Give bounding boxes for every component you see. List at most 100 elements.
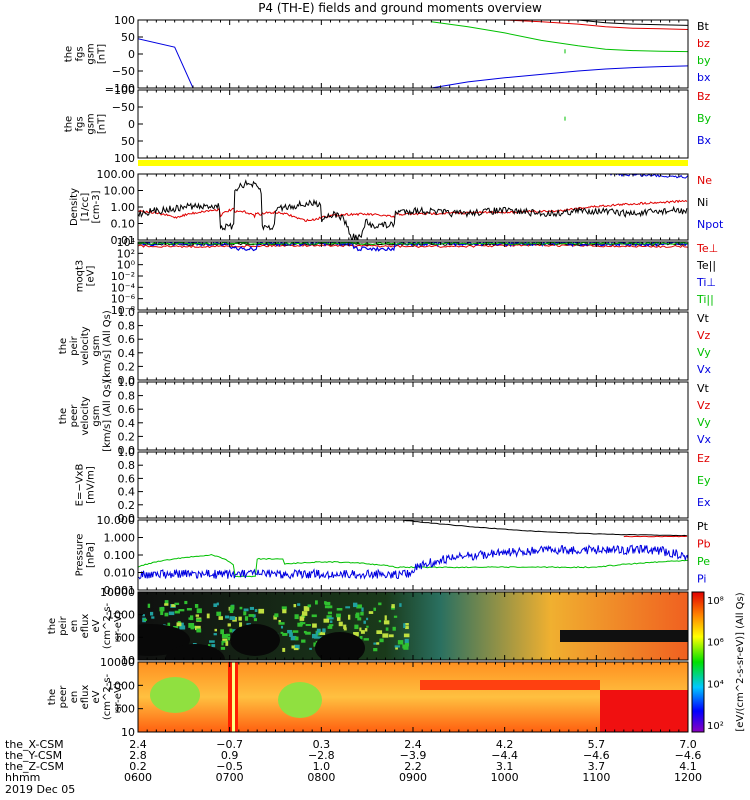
spectrogram-cell (405, 626, 409, 630)
spectrogram-cell (297, 603, 301, 606)
spectrogram-cell (329, 620, 333, 623)
series-line-pi (138, 544, 688, 580)
ephemeris-row-label: hhmm (5, 771, 40, 784)
y-tick-label: 0.2 (118, 430, 136, 443)
y-axis-label: [km/s] (All Qs) (102, 310, 113, 382)
spectrogram-cell (347, 614, 351, 620)
ephemeris-value: 4.1 (679, 760, 697, 773)
panel-frame (137, 241, 689, 311)
spectrogram-cell (273, 615, 277, 620)
spectrogram-cell (376, 642, 380, 645)
spectrogram-cell (368, 611, 374, 614)
y-tick-label: 1000 (107, 609, 135, 622)
legend-npot: Npot (697, 218, 724, 231)
legend-vz: Vz (697, 399, 711, 412)
legend-by: by (697, 54, 711, 67)
panel-fgs: 100 50 0 −50 −100 the fgs gsm [nT] Bt bz by bx (64, 14, 711, 95)
legend-ni: Ni (697, 196, 708, 209)
spectrogram-cell (295, 636, 299, 641)
y-axis-label: eV (91, 619, 102, 632)
colorbar-tick-label: 10⁸ (707, 596, 724, 607)
y-axis-label: eflux (80, 685, 91, 710)
spectrogram-cell (243, 608, 249, 612)
plot-area (138, 20, 688, 88)
series-line-pb (623, 535, 688, 538)
spectrogram-cell (301, 622, 306, 625)
y-tick-label: 10⁻² (111, 270, 135, 283)
spectrogram-cell (376, 630, 383, 635)
spectrogram-cell (282, 647, 286, 652)
spectrogram-cell (246, 623, 252, 626)
ephemeris-row-label: the_Y-CSM (5, 749, 62, 762)
spectrogram-cell (395, 645, 398, 650)
ephemeris-table: the_X-CSM 2.4 −0.7 0.3 2.4 4.2 5.7 7.0 the_Y-CSM… (5, 738, 702, 796)
spectrogram-cell (327, 611, 333, 615)
spectrogram-cell (324, 601, 331, 606)
legend-vz: Vz (697, 329, 711, 342)
y-tick-label: 0.4 (118, 486, 136, 499)
spectrogram-cell (248, 614, 255, 617)
spectrogram-cell (356, 604, 362, 609)
y-axis-label: peer (58, 685, 69, 709)
legend-vt: Vt (697, 312, 710, 325)
spectrogram-cell (180, 622, 184, 628)
spectrogram-cell (327, 605, 333, 609)
spectrogram-cell (309, 647, 312, 650)
ephemeris-value: −0.5 (216, 760, 243, 773)
spectrogram-cell (316, 628, 321, 633)
spectrogram-cell (196, 608, 202, 614)
series-line-npot (607, 174, 688, 179)
spectrogram-cell (384, 615, 387, 621)
y-tick-label: 0.6 (118, 403, 136, 416)
spectrogram-cell (393, 615, 398, 618)
spectrogram-cell (311, 614, 317, 618)
spectrogram-cell (359, 627, 362, 632)
ephemeris-value: 7.0 (679, 738, 697, 751)
y-axis-label: [km/s] (All Qs) (102, 380, 113, 452)
figure-title: P4 (TH-E) fields and ground moments over… (258, 1, 542, 15)
ephemeris-value: 2.4 (129, 738, 147, 751)
spectrogram-cell (222, 639, 229, 643)
y-axis-label: gsm (91, 335, 102, 356)
series-line-bx (138, 38, 688, 88)
ephemeris-value: −2.8 (308, 749, 335, 762)
spectrogram-cell (278, 622, 285, 625)
spectrogram-cell (214, 628, 217, 632)
spectrogram-cell (353, 632, 359, 637)
spectrogram-cell (290, 635, 297, 641)
y-tick-label: 0.0 (118, 512, 136, 525)
y-axis-label: velocity (80, 326, 91, 365)
spectrogram-cell (174, 610, 180, 614)
spectrogram-cell (303, 606, 310, 612)
plot-area (138, 520, 688, 580)
spectrogram-cell (307, 604, 312, 608)
y-tick-label: 1.0 (118, 446, 136, 459)
y-tick-label: 10⁴ (117, 236, 136, 249)
panel-pressure: 10.000 1.000 0.100 0.010 0.001 Pressure [nPa] P… (75, 514, 711, 597)
y-tick-label: 0.10 (111, 218, 136, 231)
spectrogram-cell (213, 603, 218, 607)
y-axis-label: the (58, 408, 69, 424)
ephemeris-value: 0.2 (129, 760, 147, 773)
spectrogram-cell (392, 626, 396, 631)
legend-bx: bx (697, 71, 711, 84)
spectrogram-cell (147, 603, 151, 608)
y-axis-label: [nT] (97, 114, 108, 134)
y-axis-label: peer (69, 404, 80, 428)
spectrogram-cell (355, 612, 360, 617)
legend-vx: Vx (697, 433, 712, 446)
spectrogram-cell (360, 630, 365, 634)
spectrogram-cell (293, 644, 300, 650)
y-tick-label: 0 (128, 118, 135, 131)
spectrogram-cell (359, 635, 363, 640)
y-axis-label: velocity (80, 396, 91, 435)
spectrogram-cell (314, 636, 320, 639)
ephemeris-value: 3.1 (496, 760, 514, 773)
y-axis-label: peir (69, 335, 80, 355)
panel-frame (137, 519, 689, 591)
spectrogram-cell (322, 628, 326, 633)
plot-area (138, 662, 688, 732)
spectrogram-cell (294, 614, 299, 620)
